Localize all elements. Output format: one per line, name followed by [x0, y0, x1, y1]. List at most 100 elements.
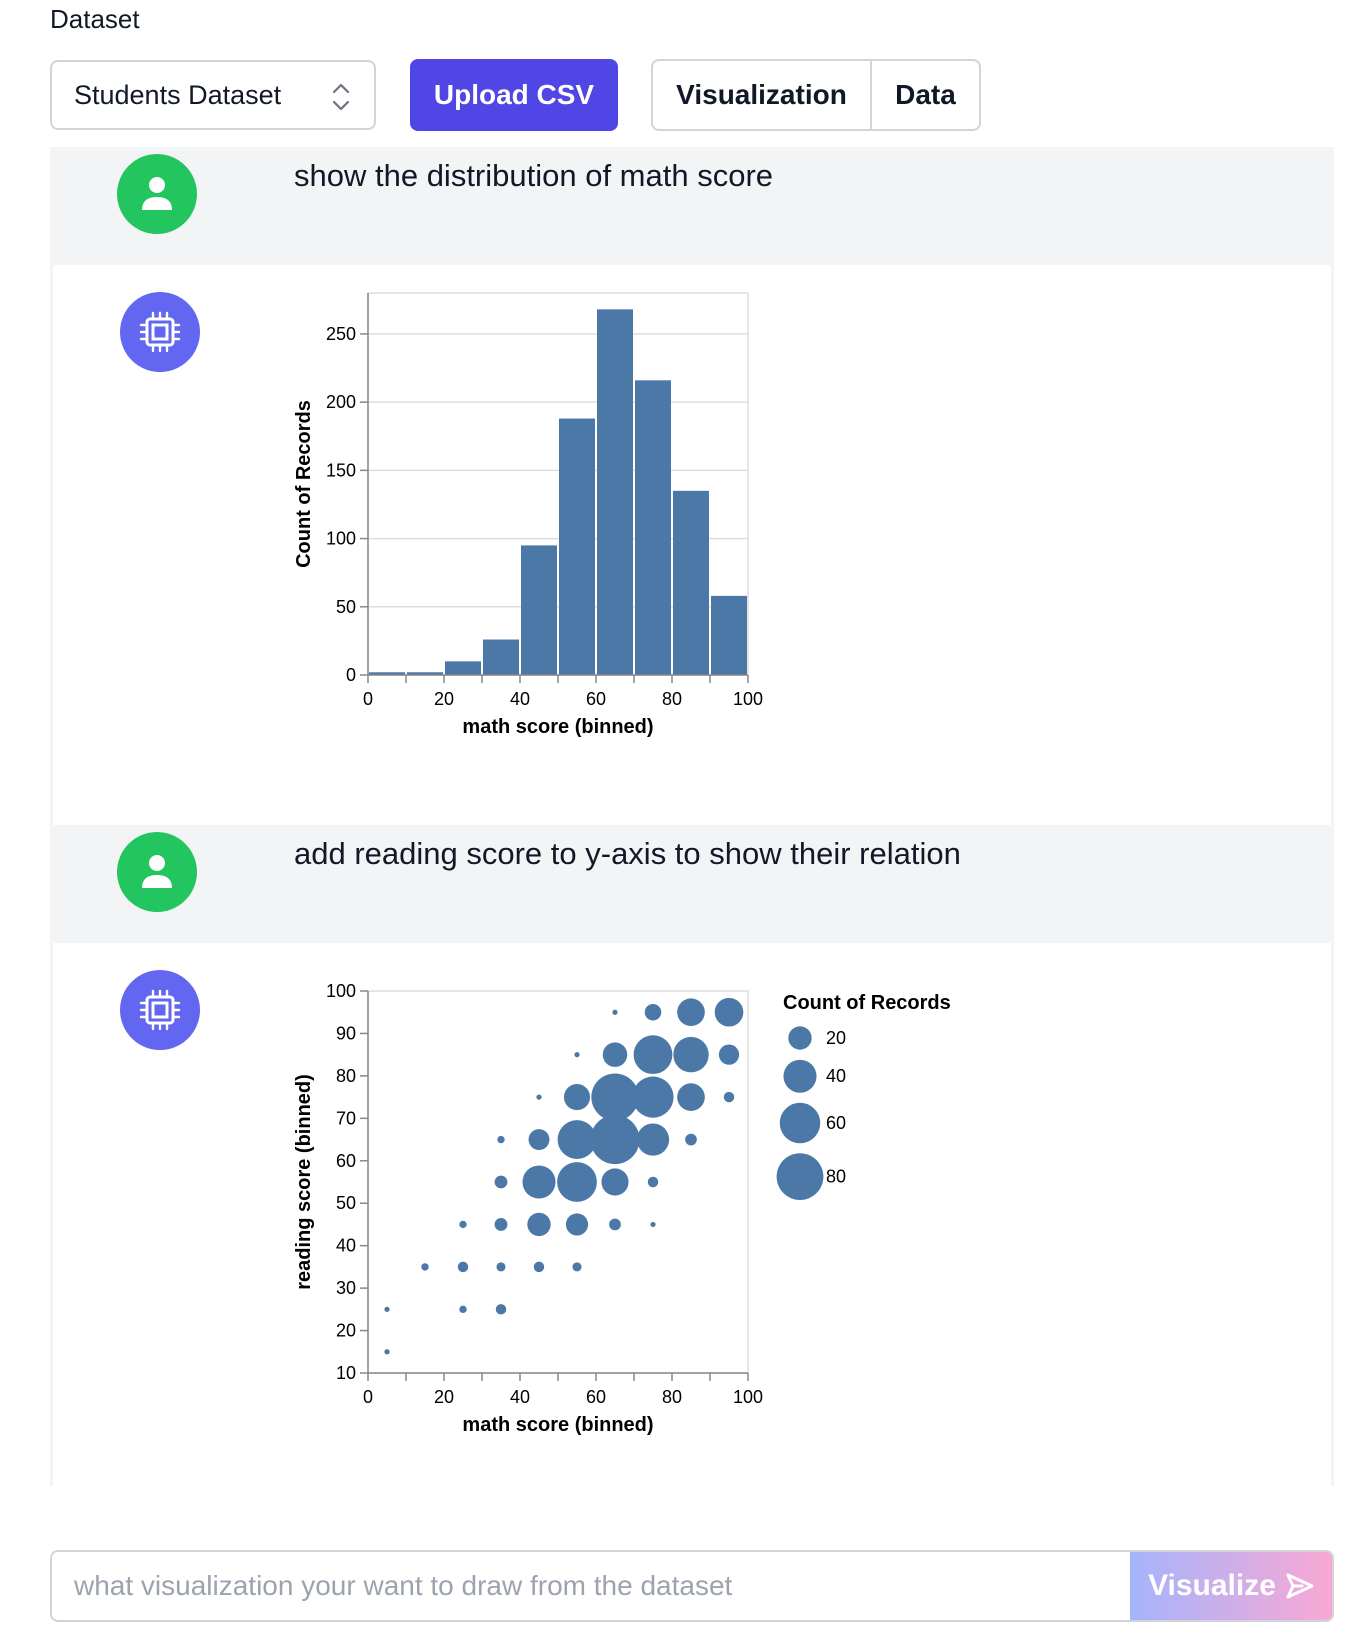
- y-tick-label: 250: [326, 324, 356, 344]
- bubble-point: [459, 1220, 467, 1229]
- legend-label: 60: [826, 1113, 846, 1133]
- bubble-point: [384, 1349, 390, 1355]
- histogram-bar: [445, 661, 481, 675]
- legend-symbol: [779, 1102, 821, 1144]
- user-message-text: add reading score to y-axis to show thei…: [294, 836, 961, 871]
- x-tick-label: 60: [586, 1387, 606, 1407]
- assistant-message: 0 20 40 60 80 100 10 20 30 40 50 60 70 80 90 100 math sc…: [50, 943, 1334, 1486]
- bubble-point: [528, 1129, 550, 1151]
- bubble-point: [636, 1123, 670, 1156]
- bubble-point: [601, 1168, 629, 1196]
- legend-label: 80: [826, 1167, 846, 1187]
- bubble-point: [527, 1212, 551, 1237]
- upload-csv-button[interactable]: Upload CSV: [410, 59, 618, 131]
- visualize-button-label: Visualize: [1148, 1569, 1276, 1602]
- bubble-point: [591, 1073, 639, 1121]
- dataset-select-value: Students Dataset: [74, 79, 282, 110]
- y-tick-label: 60: [336, 1151, 356, 1171]
- assistant-avatar: [120, 292, 200, 372]
- bubble-point: [384, 1306, 390, 1312]
- bubble-point: [650, 1221, 656, 1228]
- bubble-point: [609, 1218, 621, 1231]
- legend-symbol: [783, 1059, 817, 1093]
- bubble-point: [522, 1165, 556, 1199]
- legend-title: Count of Records: [783, 992, 951, 1014]
- user-icon: [142, 855, 172, 888]
- y-tick-label: 50: [336, 1193, 356, 1213]
- bubble-point: [572, 1262, 582, 1272]
- bubble-point: [685, 1133, 697, 1146]
- legend-label: 40: [826, 1066, 846, 1086]
- tab-visualization[interactable]: Visualization: [653, 61, 872, 129]
- y-tick-label: 0: [346, 665, 356, 685]
- y-tick-label: 30: [336, 1278, 356, 1298]
- y-tick-label: 40: [336, 1236, 356, 1256]
- bubble-point: [602, 1042, 628, 1067]
- histogram-bar: [597, 309, 633, 675]
- tab-data[interactable]: Data: [895, 79, 956, 110]
- x-tick-label: 40: [510, 1387, 530, 1407]
- bubble-point: [536, 1094, 542, 1100]
- y-tick-label: 20: [336, 1321, 356, 1341]
- view-tabs: Visualization Data: [651, 59, 981, 131]
- y-tick-label: 90: [336, 1023, 356, 1043]
- bubble-point: [677, 998, 705, 1027]
- y-tick-label: 10: [336, 1363, 356, 1383]
- histogram-bar: [483, 639, 519, 675]
- histogram-bar: [407, 672, 443, 675]
- user-message-text: show the distribution of math score: [294, 158, 774, 193]
- y-tick-label: 50: [336, 597, 356, 617]
- bubble-point: [714, 997, 744, 1027]
- x-tick-label: 20: [434, 1387, 454, 1407]
- dataset-select[interactable]: Students Dataset: [50, 60, 376, 130]
- bubble-point: [497, 1135, 505, 1144]
- x-axis-title: math score (binned): [462, 716, 653, 738]
- user-avatar: [117, 832, 197, 912]
- histogram-bar: [711, 595, 747, 675]
- user-message: add reading score to y-axis to show thei…: [50, 825, 1334, 943]
- assistant-message: 0 20 40 60 80 100 0 50 100 150 200 250 math score (b…: [50, 265, 1334, 825]
- bubble-point: [563, 1084, 591, 1111]
- bubble-point: [677, 1083, 705, 1111]
- bubble-point: [632, 1076, 674, 1118]
- legend-symbol: [776, 1153, 824, 1201]
- y-tick-label: 150: [326, 460, 356, 480]
- bubble-point: [557, 1120, 597, 1159]
- y-tick-label: 100: [326, 529, 356, 549]
- cpu-chip-icon: [139, 989, 181, 1031]
- bubble-point: [574, 1052, 580, 1058]
- visualize-button[interactable]: Visualize: [1130, 1552, 1332, 1620]
- x-tick-label: 100: [733, 1387, 763, 1407]
- histogram-bar: [559, 418, 595, 675]
- bubble-point: [647, 1176, 659, 1188]
- bubble-point: [644, 1003, 662, 1021]
- histogram-bar: [635, 380, 671, 675]
- prompt-composer: Visualize: [50, 1550, 1334, 1622]
- prompt-input[interactable]: [52, 1552, 1130, 1620]
- x-tick-label: 0: [363, 689, 373, 709]
- y-tick-label: 200: [326, 392, 356, 412]
- histogram-chart: 0 20 40 60 80 100 0 50 100 150 200 250 math score (b…: [293, 292, 763, 738]
- y-tick-label: 100: [326, 981, 356, 1001]
- bubble-point: [612, 1009, 618, 1015]
- cpu-chip-icon: [139, 311, 181, 353]
- bubble-point: [590, 1115, 640, 1165]
- x-tick-label: 100: [733, 689, 763, 709]
- x-axis-title: math score (binned): [462, 1414, 653, 1436]
- bubble-point: [457, 1261, 469, 1273]
- histogram-bar: [521, 545, 557, 675]
- x-tick-label: 40: [510, 689, 530, 709]
- histogram-bar: [673, 490, 709, 675]
- histogram-bar: [369, 672, 405, 675]
- dataset-label: Dataset: [50, 4, 140, 34]
- y-axis-title: reading score (binned): [293, 1074, 315, 1290]
- bubble-point: [494, 1218, 508, 1231]
- x-tick-label: 80: [662, 1387, 682, 1407]
- user-icon: [142, 177, 172, 210]
- chat-thread[interactable]: show the distribution of math score 0 20 4…: [50, 147, 1334, 1486]
- x-tick-label: 0: [363, 1387, 373, 1407]
- x-tick-label: 60: [586, 689, 606, 709]
- bubble-point: [495, 1304, 507, 1315]
- bubble-point: [673, 1036, 709, 1073]
- bubble-point: [723, 1091, 735, 1103]
